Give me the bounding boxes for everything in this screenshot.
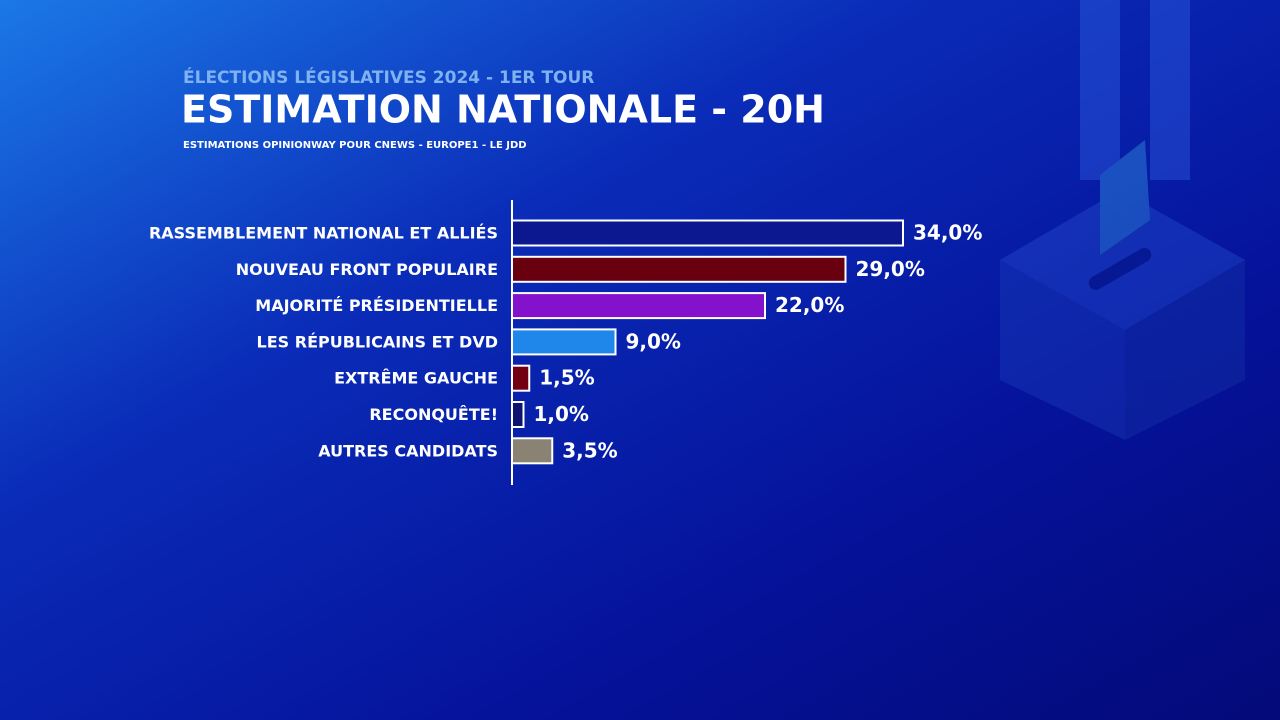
bar xyxy=(511,219,904,247)
bar xyxy=(511,255,847,283)
value-label: 9,0% xyxy=(626,329,681,353)
value-label: 1,5% xyxy=(539,366,594,390)
bar xyxy=(511,328,617,356)
kicker: ÉLECTIONS LÉGISLATIVES 2024 - 1ER TOUR xyxy=(183,66,594,88)
category-label: AUTRES CANDIDATS xyxy=(318,441,498,460)
value-label: 1,0% xyxy=(534,402,589,426)
category-label: RECONQUÊTE! xyxy=(369,405,498,424)
category-label: EXTRÊME GAUCHE xyxy=(334,369,498,388)
bar xyxy=(511,364,531,392)
subtitle: ESTIMATIONS OPINIONWAY POUR CNEWS - EURO… xyxy=(183,140,527,151)
bar xyxy=(511,292,766,320)
category-label: NOUVEAU FRONT POPULAIRE xyxy=(236,260,498,279)
category-label: LES RÉPUBLICAINS ET DVD xyxy=(257,332,498,351)
category-label: RASSEMBLEMENT NATIONAL ET ALLIÉS xyxy=(149,224,498,243)
value-label: 29,0% xyxy=(856,257,925,281)
bar xyxy=(511,401,525,428)
bar xyxy=(511,437,554,465)
chart-title: ESTIMATION NATIONALE - 20H xyxy=(181,88,825,132)
value-label: 3,5% xyxy=(562,438,617,462)
ballot-box-decoration xyxy=(1000,0,1245,440)
value-label: 22,0% xyxy=(775,293,844,317)
category-label: MAJORITÉ PRÉSIDENTIELLE xyxy=(255,296,498,315)
value-label: 34,0% xyxy=(913,221,982,245)
